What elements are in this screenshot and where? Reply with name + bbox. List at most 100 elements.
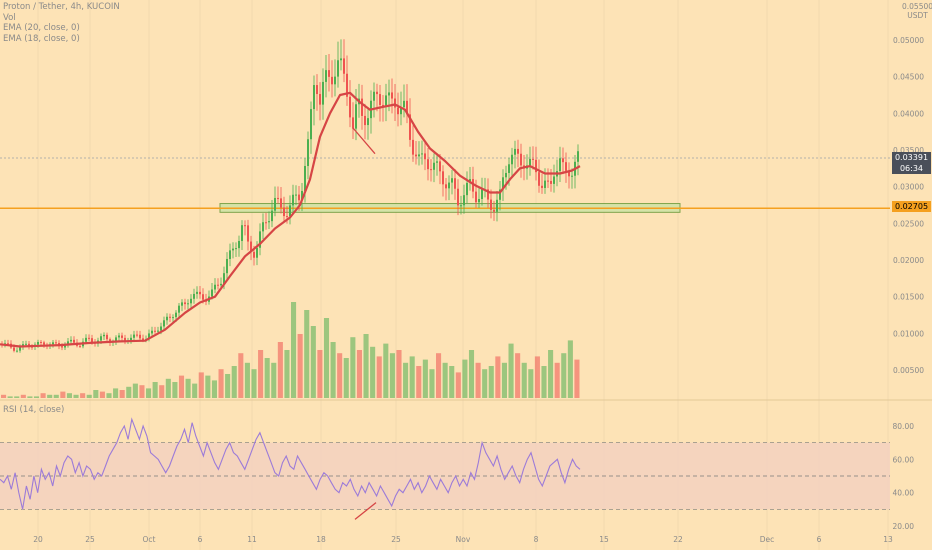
- candle-body: [244, 225, 246, 227]
- volume-bar: [172, 382, 178, 398]
- candle-body: [220, 283, 222, 286]
- volume-bar: [515, 353, 521, 398]
- volume-bar: [475, 362, 481, 398]
- candle-body: [487, 189, 489, 200]
- volume-bar: [218, 369, 224, 398]
- candle-body: [328, 70, 330, 77]
- candle-body: [451, 178, 453, 183]
- candle-body: [106, 334, 108, 340]
- candle-body: [502, 177, 504, 190]
- candle-body: [325, 70, 327, 82]
- volume-bar: [429, 369, 435, 398]
- candle-body: [43, 342, 45, 345]
- candle-body: [514, 148, 516, 155]
- candle-body: [481, 189, 483, 199]
- volume-bar: [198, 372, 204, 398]
- volume-bar: [337, 353, 343, 398]
- candle-body: [202, 294, 204, 300]
- candle-body: [52, 342, 54, 345]
- candle-body: [517, 148, 519, 154]
- candle-body: [427, 159, 429, 170]
- level-price-tag: 0.02705: [892, 201, 931, 212]
- volume-bar: [86, 394, 92, 398]
- volume-bar: [119, 390, 125, 398]
- candle-body: [85, 337, 87, 342]
- price-tick-label: 0.02000: [893, 256, 924, 265]
- candle-body: [229, 250, 231, 259]
- price-tick-label: 0.03000: [893, 183, 924, 192]
- indicator-volume[interactable]: Vol: [3, 12, 16, 23]
- candle-body: [337, 60, 339, 77]
- candle-body: [559, 158, 561, 172]
- volume-bar: [462, 359, 468, 398]
- candle-body: [214, 284, 216, 290]
- candle-body: [148, 333, 150, 340]
- volume-bar: [291, 302, 297, 398]
- volume-bar: [14, 396, 20, 398]
- candle-body: [118, 335, 120, 338]
- candle-body: [403, 100, 405, 108]
- candle-body: [577, 151, 579, 162]
- volume-bar: [343, 358, 349, 398]
- candle-body: [13, 347, 15, 351]
- candle-body: [25, 343, 27, 345]
- candle-body: [385, 95, 387, 106]
- candle-body: [136, 334, 138, 336]
- candle-body: [157, 330, 159, 332]
- candle-body: [340, 58, 342, 61]
- candle-body: [406, 100, 408, 115]
- volume-bar: [231, 366, 237, 398]
- candle-body: [211, 289, 213, 297]
- candle-body: [493, 209, 495, 212]
- volume-bar: [139, 385, 145, 398]
- candle-body: [412, 139, 414, 155]
- candle-body: [262, 222, 264, 232]
- candle-body: [265, 222, 267, 224]
- volume-bar: [284, 350, 290, 398]
- candle-body: [307, 139, 309, 166]
- time-tick-label: 13: [883, 535, 893, 544]
- volume-bar: [146, 388, 152, 398]
- candle-body: [490, 199, 492, 210]
- candle-body: [91, 338, 93, 342]
- volume-bar: [416, 366, 422, 398]
- volume-bar: [277, 342, 283, 398]
- volume-bar: [178, 375, 185, 398]
- candle-body: [100, 336, 102, 341]
- candle-body: [322, 81, 324, 105]
- candle-body: [37, 341, 39, 345]
- candle-body: [235, 248, 237, 250]
- candle-body: [61, 346, 63, 348]
- candle-body: [151, 330, 153, 334]
- symbol-title[interactable]: Proton / Tether, 4h, KUCOIN: [3, 2, 120, 12]
- volume-bar: [20, 394, 26, 398]
- indicator-ema-18[interactable]: EMA (18, close, 0): [3, 33, 80, 44]
- candle-body: [298, 194, 300, 201]
- candle-body: [454, 178, 456, 189]
- volume-bar: [449, 366, 455, 398]
- candle-body: [397, 107, 399, 115]
- candle-body: [55, 342, 57, 344]
- candle-body: [166, 316, 168, 321]
- indicator-ema-20[interactable]: EMA (20, close, 0): [3, 23, 80, 33]
- candle-body: [547, 180, 549, 182]
- volume-bar: [482, 369, 488, 398]
- candle-body: [367, 118, 369, 126]
- volume-bar: [47, 394, 53, 398]
- rsi-legend[interactable]: RSI (14, close): [3, 405, 65, 415]
- chart-legend: Proton / Tether, 4h, KUCOIN Vol EMA (20,…: [3, 2, 120, 44]
- candle-body: [154, 330, 156, 332]
- candle-body: [190, 298, 192, 304]
- volume-bar: [258, 350, 264, 398]
- volume-bar: [205, 375, 211, 398]
- candle-body: [535, 159, 537, 173]
- volume-bar: [93, 390, 99, 398]
- candle-body: [283, 207, 285, 217]
- candle-body: [415, 154, 417, 157]
- candle-body: [19, 347, 21, 351]
- time-tick-label: 6: [198, 535, 203, 544]
- last-price-tag: 0.03391 06:34: [892, 152, 931, 174]
- volume-bar: [403, 362, 409, 398]
- volume-bar: [60, 391, 66, 398]
